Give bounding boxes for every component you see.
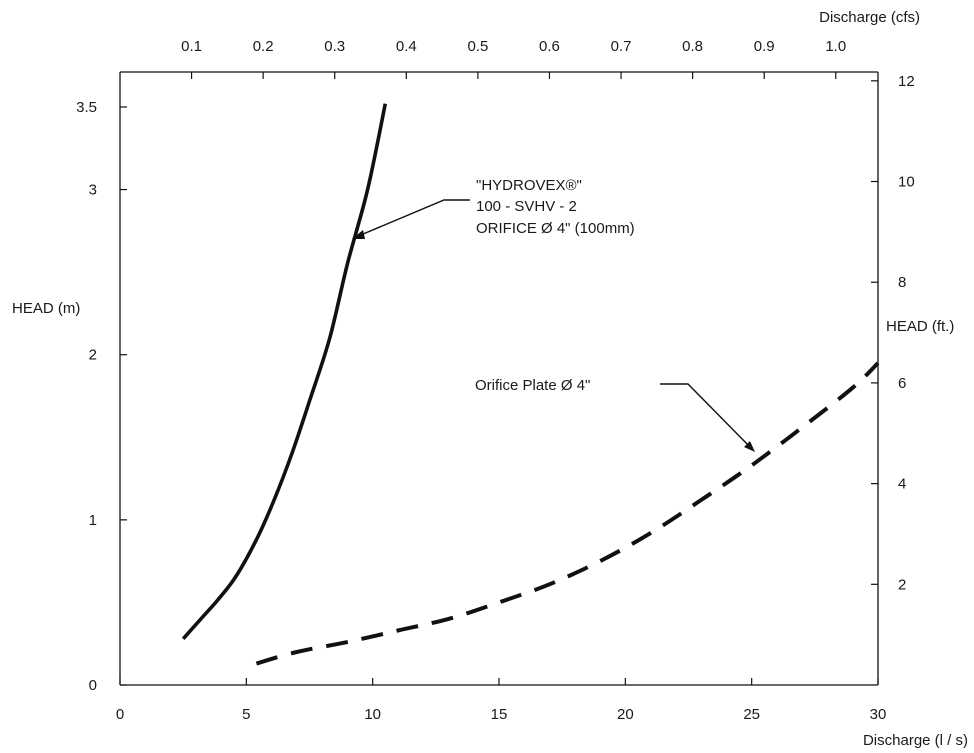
x2-tick-label: 0.9 bbox=[754, 38, 775, 55]
orifice-plate-series-line bbox=[255, 361, 880, 666]
x2-tick-label: 1.0 bbox=[825, 38, 846, 55]
x-tick-label: 25 bbox=[743, 706, 760, 723]
data-series bbox=[181, 103, 880, 666]
y-tick-label: 3 bbox=[89, 182, 97, 199]
annotation-hydrovex-line1: "HYDROVEX®" bbox=[476, 177, 582, 194]
x-axis-title: Discharge (l / s) bbox=[863, 732, 968, 749]
annotation-orifice-pointer bbox=[660, 383, 753, 450]
x-tick-label: 5 bbox=[242, 706, 250, 723]
x-tick-label: 15 bbox=[491, 706, 508, 723]
annotation-orifice: Orifice Plate Ø 4" bbox=[475, 377, 755, 452]
y2-tick-label: 4 bbox=[898, 476, 906, 493]
x2-tick-label: 0.3 bbox=[324, 38, 345, 55]
x2-tick-label: 0.4 bbox=[396, 38, 417, 55]
y2-axis-title: HEAD (ft.) bbox=[886, 318, 954, 335]
annotation-orifice-label: Orifice Plate Ø 4" bbox=[475, 377, 590, 394]
y2-tick-label: 10 bbox=[898, 174, 915, 191]
x2-tick-label: 0.1 bbox=[181, 38, 202, 55]
y2-tick-label: 6 bbox=[898, 375, 906, 392]
y-tick-label: 3.5 bbox=[76, 99, 97, 116]
annotation-hydrovex-line2: 100 - SVHV - 2 bbox=[476, 198, 577, 215]
x-tick-label: 30 bbox=[870, 706, 887, 723]
y-tick-label: 1 bbox=[89, 512, 97, 529]
x-tick-label: 10 bbox=[364, 706, 381, 723]
y-tick-label: 0 bbox=[89, 677, 97, 694]
annotation-hydrovex-line3: ORIFICE Ø 4" (100mm) bbox=[476, 220, 635, 237]
x-tick-label: 0 bbox=[116, 706, 124, 723]
x2-axis-title: Discharge (cfs) bbox=[819, 9, 920, 26]
x2-tick-label: 0.6 bbox=[539, 38, 560, 55]
annotation-hydrovex: "HYDROVEX®" 100 - SVHV - 2 ORIFICE Ø 4" … bbox=[352, 177, 635, 239]
x2-tick-label: 0.8 bbox=[682, 38, 703, 55]
hydrovex-series-line bbox=[181, 103, 388, 640]
y2-tick-label: 8 bbox=[898, 274, 906, 291]
annotation-hydrovex-arrowhead bbox=[352, 230, 365, 239]
x2-tick-label: 0.7 bbox=[611, 38, 632, 55]
x2-tick-label: 0.2 bbox=[253, 38, 274, 55]
y-axis-title: HEAD (m) bbox=[12, 300, 80, 317]
x2-tick-label: 0.5 bbox=[467, 38, 488, 55]
y2-tick-label: 2 bbox=[898, 576, 906, 593]
x-tick-label: 20 bbox=[617, 706, 634, 723]
tick-labels: 0 5 10 15 20 25 300.1 0.2 0.3 0.4 0.5 0.6 0.7 0.8 0.9 1… bbox=[76, 38, 915, 723]
tick-marks bbox=[119, 72, 879, 686]
y2-tick-label: 12 bbox=[898, 73, 915, 90]
y-tick-label: 2 bbox=[89, 347, 97, 364]
annotation-hydrovex-pointer bbox=[355, 199, 470, 238]
annotation-orifice-arrowhead bbox=[744, 441, 755, 452]
